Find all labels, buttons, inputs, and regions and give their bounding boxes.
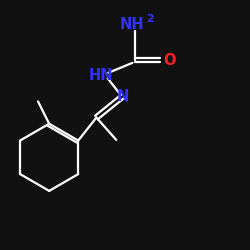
- Text: O: O: [164, 53, 176, 68]
- Text: NH: NH: [120, 17, 144, 32]
- Text: HN: HN: [89, 68, 114, 83]
- Text: N: N: [116, 89, 129, 104]
- Text: 2: 2: [146, 14, 154, 24]
